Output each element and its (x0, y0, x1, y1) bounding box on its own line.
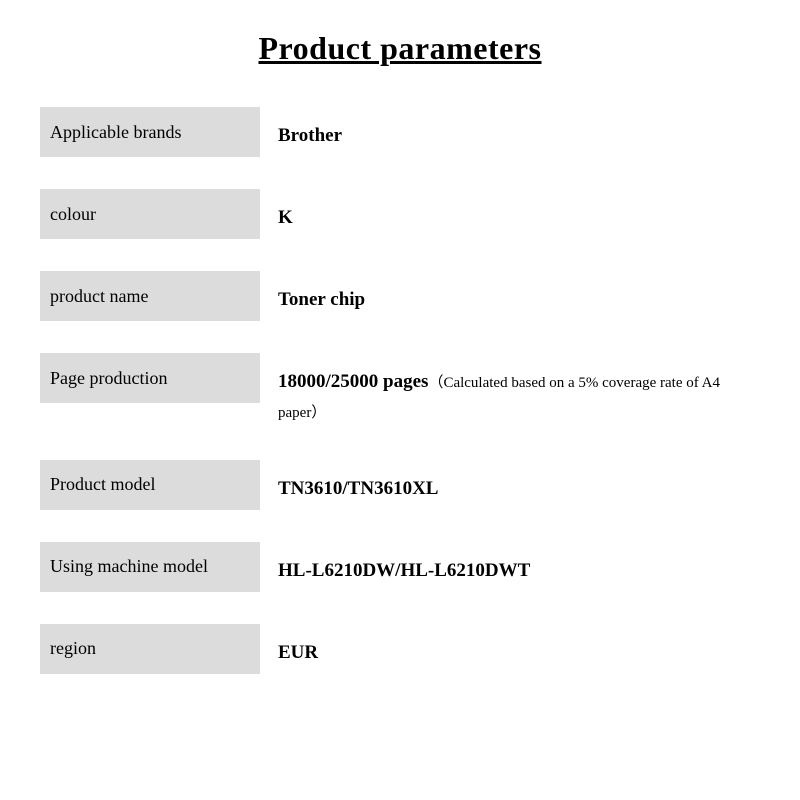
parameter-label: Using machine model (40, 542, 260, 592)
parameter-value-cell: K (260, 189, 760, 235)
parameter-label: Page production (40, 353, 260, 403)
parameter-value: Brother (278, 125, 342, 146)
parameter-value: EUR (278, 642, 318, 663)
parameter-row: Page production18000/25000 pages（Calcula… (40, 353, 760, 428)
parameter-row: Applicable brands Brother (40, 107, 760, 157)
parameter-value: Toner chip (278, 289, 365, 310)
parameter-row: colour K (40, 189, 760, 239)
parameter-label: Applicable brands (40, 107, 260, 157)
parameter-value-cell: Toner chip (260, 271, 760, 317)
parameter-value: K (278, 207, 293, 228)
page-title: Product parameters (40, 30, 760, 67)
parameter-label: product name (40, 271, 260, 321)
parameter-value: HL-L6210DW/HL-L6210DWT (278, 560, 530, 581)
parameter-label: Product model (40, 460, 260, 510)
parameter-label: region (40, 624, 260, 674)
parameter-row: product name Toner chip (40, 271, 760, 321)
parameter-row: region EUR (40, 624, 760, 674)
parameter-value-cell: 18000/25000 pages（Calculated based on a … (260, 353, 760, 428)
parameter-value-cell: Brother (260, 107, 760, 153)
parameter-label: colour (40, 189, 260, 239)
parameter-row: Product model TN3610/TN3610XL (40, 460, 760, 510)
parameter-value-cell: HL-L6210DW/HL-L6210DWT (260, 542, 760, 588)
parameter-row: Using machine model HL-L6210DW/HL-L6210DW… (40, 542, 760, 592)
parameter-value-cell: EUR (260, 624, 760, 670)
product-parameters-sheet: Product parameters Applicable brands Brot… (0, 0, 800, 674)
parameter-value-cell: TN3610/TN3610XL (260, 460, 760, 506)
parameter-value: TN3610/TN3610XL (278, 478, 438, 499)
parameters-list: Applicable brands Brother colour Kproduct n… (40, 107, 760, 674)
parameter-value: 18000/25000 pages (278, 371, 428, 392)
